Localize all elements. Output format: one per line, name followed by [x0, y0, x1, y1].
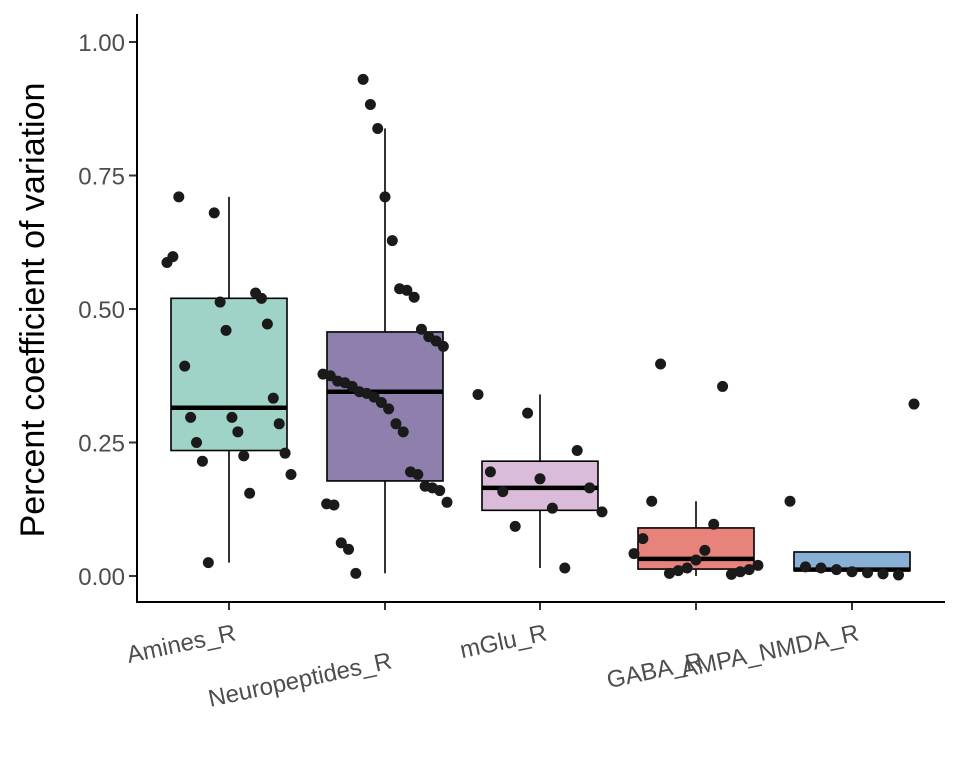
data-point — [708, 518, 720, 530]
data-point — [831, 564, 842, 576]
data-point — [226, 411, 238, 423]
data-point — [628, 548, 640, 560]
data-point — [699, 544, 711, 556]
data-point — [497, 486, 509, 498]
data-point — [335, 537, 347, 549]
data-point — [285, 469, 297, 481]
data-point — [734, 566, 746, 578]
data-point — [383, 403, 395, 415]
data-point — [752, 559, 764, 571]
data-point — [397, 426, 409, 438]
box-plot-groups — [170, 128, 911, 576]
jittered-data-points — [161, 73, 920, 581]
data-point — [408, 291, 420, 303]
data-point — [208, 207, 220, 219]
x-tick-label: AMPA_NMDA_R — [679, 619, 862, 683]
data-point — [379, 191, 391, 203]
data-point — [908, 398, 920, 410]
data-point — [509, 520, 521, 532]
data-point — [663, 567, 675, 579]
data-point — [273, 418, 285, 430]
data-point — [584, 482, 596, 494]
x-tick-label: Neuropeptides_R — [206, 647, 394, 712]
y-tick-label: 0.75 — [78, 164, 125, 191]
y-tick-label: 1.00 — [78, 30, 125, 57]
box-group — [326, 128, 444, 574]
data-point — [434, 485, 446, 497]
data-point — [877, 568, 889, 580]
data-point — [261, 318, 273, 330]
data-point — [350, 567, 362, 579]
data-point — [401, 284, 413, 296]
data-point — [220, 324, 232, 336]
data-point — [375, 396, 387, 408]
data-point — [343, 543, 355, 555]
data-point — [743, 564, 755, 576]
x-tick-label: Amines_R — [124, 619, 238, 668]
data-point — [372, 123, 384, 135]
y-tick-label: 0.25 — [78, 431, 125, 458]
data-point — [191, 437, 203, 448]
data-point — [173, 191, 185, 203]
data-point — [238, 450, 250, 462]
data-point — [534, 473, 546, 485]
data-point — [244, 487, 256, 499]
x-tick-label: mGlu_R — [458, 619, 550, 664]
data-point — [196, 455, 208, 467]
data-point — [596, 506, 608, 518]
data-point — [357, 73, 369, 85]
data-point — [672, 565, 684, 577]
data-point — [437, 340, 449, 352]
data-point — [484, 466, 496, 478]
data-point — [559, 562, 571, 574]
data-point — [232, 426, 244, 438]
data-point — [472, 388, 484, 400]
data-point — [717, 380, 729, 392]
data-point — [725, 568, 737, 580]
data-point — [522, 407, 534, 419]
data-point — [328, 499, 340, 511]
data-point — [390, 418, 402, 430]
x-axis-ticks: Amines_RNeuropeptides_RmGlu_RGABA_RAMPA_… — [124, 602, 861, 713]
data-point — [637, 533, 649, 545]
data-point — [690, 554, 702, 566]
data-point — [681, 562, 693, 574]
data-point — [267, 392, 279, 404]
data-point — [646, 495, 658, 507]
data-point — [800, 561, 811, 573]
y-axis-ticks: 0.00 0.25 0.50 0.75 1.00 — [78, 30, 137, 591]
data-point — [655, 358, 667, 370]
y-axis-title: Percent coefficient of variation — [14, 83, 52, 538]
data-point — [893, 569, 904, 581]
data-point — [546, 502, 558, 514]
data-point — [214, 296, 226, 308]
data-point — [441, 496, 453, 508]
data-point — [571, 445, 583, 457]
data-point — [862, 567, 873, 579]
data-point — [279, 447, 291, 459]
data-point — [846, 566, 858, 578]
data-point — [386, 235, 398, 247]
data-point — [202, 557, 214, 569]
data-point — [412, 469, 424, 481]
data-point — [815, 562, 827, 574]
data-point — [415, 323, 427, 335]
data-point — [179, 360, 191, 372]
y-tick-label: 0.50 — [78, 297, 125, 324]
data-point — [167, 251, 179, 263]
data-point — [364, 98, 376, 110]
data-point — [255, 292, 267, 304]
data-point — [185, 411, 197, 423]
y-tick-label: 0.00 — [78, 564, 125, 591]
data-point — [784, 495, 796, 507]
box-group — [170, 196, 288, 563]
